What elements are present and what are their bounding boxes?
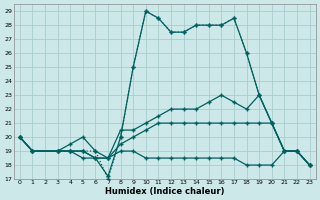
X-axis label: Humidex (Indice chaleur): Humidex (Indice chaleur) <box>105 187 224 196</box>
